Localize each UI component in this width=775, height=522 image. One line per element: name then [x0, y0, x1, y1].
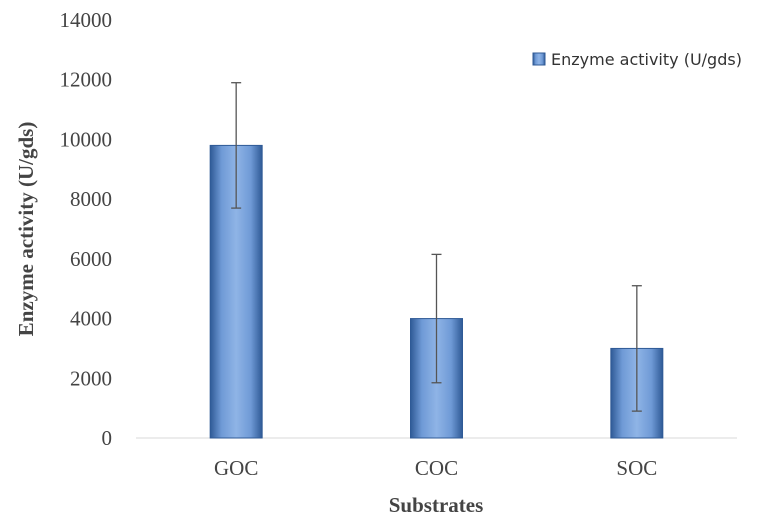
y-axis-title: Enzyme activity (U/gds)	[14, 122, 38, 337]
x-axis-title: Substrates	[389, 493, 484, 517]
y-tick-label: 6000	[70, 247, 112, 271]
x-tick-label: GOC	[214, 456, 258, 480]
y-tick-label: 2000	[70, 366, 112, 390]
x-axis-ticks: GOC COC SOC	[214, 456, 657, 480]
error-bar-soc	[631, 285, 642, 412]
legend-label: Enzyme activity (U/gds)	[551, 50, 742, 69]
y-tick-label: 0	[102, 426, 113, 450]
error-bars	[231, 82, 642, 412]
y-axis-ticks: 0 2000 4000 6000 8000 10000 12000 14000	[60, 8, 113, 450]
legend-swatch	[532, 52, 546, 66]
x-tick-label: SOC	[616, 456, 657, 480]
y-tick-label: 4000	[70, 307, 112, 331]
error-bar-goc	[231, 82, 242, 209]
y-tick-label: 10000	[60, 127, 113, 151]
error-bar-coc	[431, 253, 442, 384]
y-tick-label: 8000	[70, 187, 112, 211]
x-tick-label: COC	[415, 456, 458, 480]
legend: Enzyme activity (U/gds)	[532, 50, 742, 69]
y-tick-label: 14000	[60, 8, 113, 32]
y-tick-label: 12000	[60, 68, 113, 92]
